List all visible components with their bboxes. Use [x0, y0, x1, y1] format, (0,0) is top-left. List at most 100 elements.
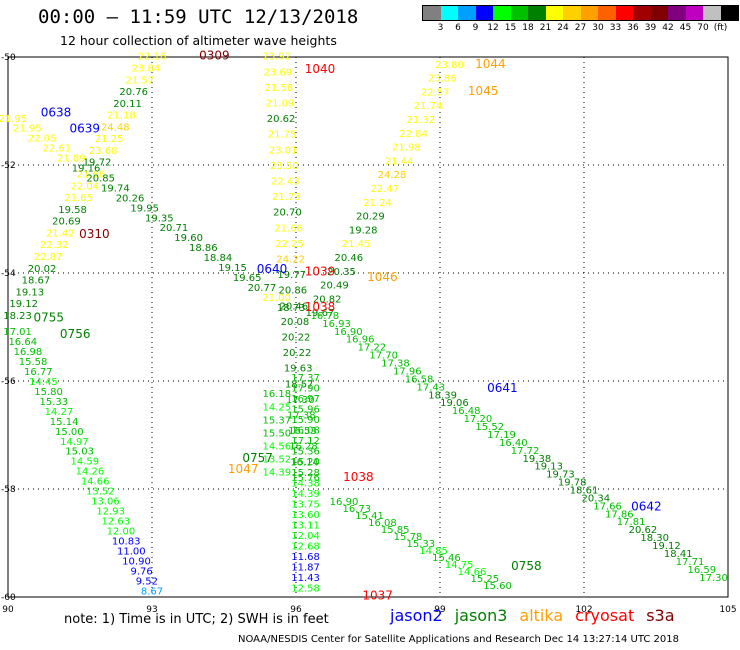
wave-height-value: 16.58: [405, 374, 434, 385]
wave-height-value: 19.16: [72, 164, 101, 175]
wave-height-value: 15.00: [55, 427, 84, 438]
wave-height-value: 20.82: [313, 294, 342, 305]
wave-height-value: 14.66: [458, 567, 487, 578]
wave-height-value: 17.38: [287, 411, 316, 422]
pass-time-label: 1047: [228, 462, 259, 476]
wave-height-value: 16.28: [289, 442, 318, 453]
wave-height-value: 21.66: [274, 223, 303, 234]
wave-height-value: 20.71: [160, 223, 189, 234]
wave-height-value: 20.70: [273, 208, 302, 219]
wave-height-value: 23.69: [264, 67, 293, 78]
pass-time-label: 0310: [79, 227, 110, 241]
wave-height-value: 17.01: [3, 327, 32, 338]
wave-height-value: 9.52: [136, 576, 158, 587]
wave-height-value: 18.23: [3, 311, 32, 322]
wave-height-value: 16.90: [334, 327, 363, 338]
wave-height-value: 13.60: [291, 510, 320, 521]
wave-height-value: 21.65: [64, 193, 93, 204]
legend-swatch: [633, 6, 651, 20]
wave-height-value: 22.84: [399, 129, 428, 140]
wave-height-value: 10.83: [112, 536, 141, 547]
legend-swatch: [545, 6, 563, 20]
wave-height-value: 21.42: [46, 228, 75, 239]
legend-label: 27: [574, 23, 587, 33]
pass-time-label: 1046: [367, 270, 398, 284]
pass-time-label: 0638: [41, 105, 72, 119]
wave-height-value: 23.86: [428, 74, 457, 85]
wave-height-value: 14.97: [60, 437, 89, 448]
wave-height-value: 16.73: [342, 504, 371, 515]
wave-height-value: 20.77: [248, 283, 277, 294]
wave-height-value: 21.98: [392, 143, 421, 154]
legend-label: 12: [487, 23, 499, 33]
wave-height-value: 15.28: [291, 468, 320, 479]
wave-height-value: 19.77: [277, 270, 306, 281]
wave-height-value: 15.20: [291, 457, 320, 468]
x-tick-label: 102: [575, 605, 592, 615]
wave-height-value: 20.76: [119, 87, 148, 98]
legend-label: 9: [472, 23, 479, 33]
wave-height-value: 21.95: [13, 124, 42, 135]
legend-label: 6: [455, 23, 461, 33]
legend-swatch: [440, 6, 458, 20]
wave-height-value: 10.90: [122, 556, 151, 567]
wave-height-value: 14.75: [445, 560, 474, 571]
wave-height-value: 17.81: [617, 517, 646, 528]
wave-height-value: 14.66: [81, 477, 110, 488]
wave-height-value: 13.06: [91, 497, 120, 508]
wave-height-value: 16.93: [322, 319, 351, 330]
wave-height-value: 21.75: [268, 130, 297, 141]
wave-height-value: 14.45: [29, 377, 58, 388]
wave-height-value: 17.19: [487, 430, 516, 441]
legend-label: 33: [609, 23, 622, 33]
wave-height-value: 11.43: [291, 573, 320, 584]
wave-height-value: 19.12: [9, 299, 38, 310]
wave-height-value: 12.68: [291, 541, 320, 552]
satellite-name: altika: [519, 606, 564, 625]
legend-label: 42: [662, 23, 674, 33]
legend-swatch: [703, 6, 721, 20]
wave-height-value: 19.78: [558, 478, 587, 489]
x-tick-label: 93: [146, 605, 157, 615]
wave-height-value: 13.52: [86, 487, 115, 498]
wave-height-value: 20.29: [356, 212, 385, 223]
legend-swatch: [668, 6, 686, 20]
wave-height-value: 23.01: [269, 145, 298, 156]
legend-swatch: [615, 6, 633, 20]
wave-height-value: 15.03: [65, 447, 94, 458]
wave-height-value: 11.87: [291, 563, 320, 574]
wave-height-value: 23.84: [132, 63, 161, 74]
pass-time-label: 1037: [362, 589, 393, 603]
pass-time-label: 1045: [468, 84, 499, 98]
legend-label: 36: [627, 23, 639, 33]
wave-height-value: 15.36: [291, 447, 320, 458]
wave-height-value: 23.68: [89, 146, 118, 157]
wave-height-value: 17.96: [393, 366, 422, 377]
wave-height-value: 22.43: [271, 177, 300, 188]
wave-height-value: 15.25: [470, 574, 499, 585]
wave-height-value: 19.73: [546, 470, 575, 481]
wave-height-value: 21.09: [266, 99, 295, 110]
wave-height-value: 16.64: [8, 337, 37, 348]
legend-label: 24: [557, 23, 569, 33]
wave-height-value: 18.30: [640, 533, 669, 544]
wave-height-value: 16.08: [368, 518, 397, 529]
wave-height-value: 16.78: [310, 311, 339, 322]
y-tick-label: -60: [1, 593, 16, 603]
wave-height-value: 17.20: [464, 414, 493, 425]
wave-height-value: 13.11: [291, 520, 320, 531]
wave-height-value: 16.14: [290, 457, 319, 468]
wave-height-value: 21.45: [342, 239, 371, 250]
wave-height-value: 20.34: [581, 493, 610, 504]
wave-height-value: 19.12: [652, 541, 681, 552]
wave-height-value: 20.46: [334, 253, 363, 264]
wave-height-value: 17.22: [358, 343, 387, 354]
wave-height-value: 19.72: [83, 158, 112, 169]
wave-height-value: 19.60: [174, 233, 203, 244]
wave-height-value: 17.66: [593, 501, 622, 512]
pass-time-label: 0642: [631, 500, 662, 514]
wave-height-value: 18.57: [285, 379, 314, 390]
wave-height-value: 11.68: [291, 552, 320, 563]
wave-height-value: 15.46: [432, 553, 461, 564]
